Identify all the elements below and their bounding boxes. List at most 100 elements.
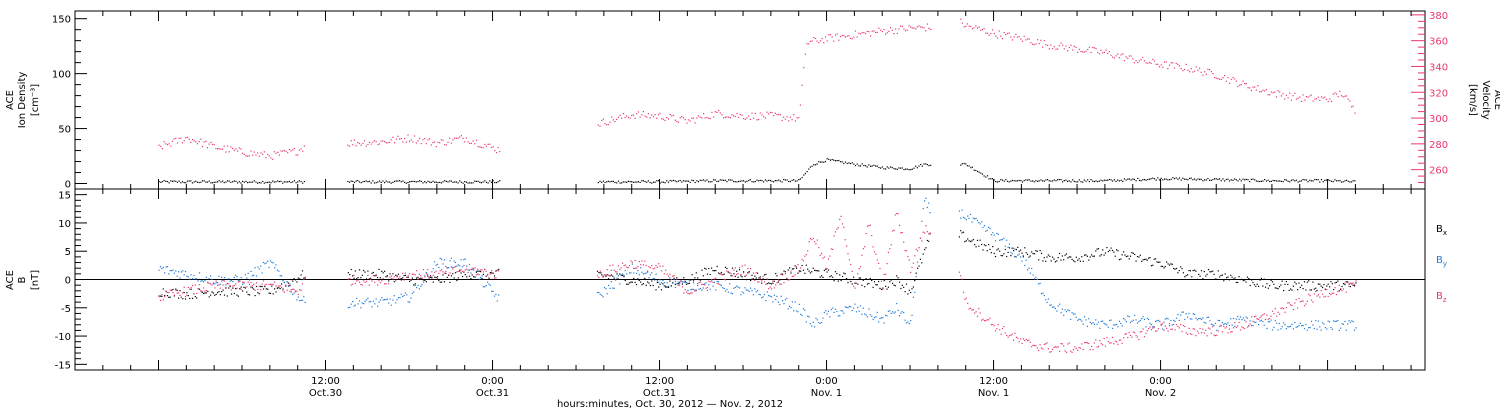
velocity-point (1225, 80, 1227, 82)
density-point (380, 181, 382, 183)
By-point (740, 294, 742, 296)
Bx-point (1095, 250, 1097, 252)
Bx-point (660, 289, 663, 291)
Bz-point (1216, 334, 1218, 336)
By-point (396, 299, 398, 301)
Bx-point (293, 278, 295, 280)
density-point (639, 181, 641, 183)
velocity-point (1277, 90, 1279, 92)
By-point (1322, 322, 1324, 324)
By-point (487, 281, 489, 283)
By-point (467, 269, 469, 271)
Bz-point (644, 260, 646, 262)
Bx-point (610, 274, 612, 276)
velocity-point (908, 25, 910, 27)
Bx-point (441, 281, 443, 283)
Bx-point (232, 287, 234, 289)
density-point (1172, 177, 1174, 179)
By-point (904, 319, 906, 321)
density-point (764, 179, 766, 181)
Bz-point (688, 293, 690, 295)
velocity-point (265, 157, 267, 159)
velocity-point (826, 40, 828, 42)
velocity-point (1222, 77, 1224, 79)
velocity-point (1147, 62, 1149, 65)
Bx-point (1025, 252, 1027, 254)
velocity-point (738, 116, 740, 118)
Bz-point (872, 246, 874, 248)
By-point (473, 268, 475, 270)
By-point (1326, 328, 1328, 330)
Bx-point (290, 278, 292, 281)
By-point (300, 299, 302, 301)
velocity-point (1148, 61, 1151, 64)
By-point (1004, 245, 1006, 247)
Bx-point (702, 275, 704, 277)
Bx-point (378, 268, 380, 270)
Bz-point (457, 270, 459, 272)
Bz-point (1219, 325, 1221, 327)
density-point (1217, 178, 1219, 180)
density-point (494, 182, 496, 184)
Bz-point (203, 287, 205, 289)
By-point (1049, 304, 1051, 306)
density-point (716, 180, 718, 182)
Bx-point (237, 295, 239, 297)
velocity-point (749, 118, 751, 120)
By-point (477, 273, 479, 275)
By-point (1315, 320, 1317, 322)
velocity-point (682, 117, 685, 119)
Bz-point (484, 268, 486, 270)
density-point (888, 167, 890, 169)
Bz-point (1163, 329, 1165, 331)
Bx-point (445, 272, 447, 274)
Bx-point (1298, 282, 1300, 284)
density-point (191, 182, 194, 184)
velocity-point (181, 142, 184, 144)
By-point (162, 266, 164, 269)
Bz-point (1331, 292, 1333, 294)
Bx-point (495, 270, 497, 272)
Bz-point (1020, 338, 1022, 340)
density-point (1120, 179, 1122, 181)
By-point (1006, 239, 1008, 241)
velocity-point (1322, 97, 1324, 99)
By-point (736, 285, 738, 287)
velocity-point (268, 155, 270, 157)
Bz-point (198, 284, 201, 286)
By-point (1355, 327, 1357, 329)
density-point (1197, 178, 1199, 180)
Bx-point (905, 283, 908, 285)
By-point (417, 284, 419, 286)
Bx-point (470, 278, 472, 280)
Bz-point (880, 280, 882, 282)
density-point (450, 180, 452, 182)
By-point (1160, 324, 1162, 326)
Bx-point (1003, 253, 1005, 255)
velocity-point (1080, 51, 1082, 53)
velocity-point (1189, 71, 1191, 73)
Bz-point (1298, 297, 1300, 300)
By-point (390, 304, 393, 306)
density-point (452, 181, 454, 183)
Bx-point (665, 286, 667, 288)
Bz-point (1086, 342, 1088, 344)
Bx-point (1136, 256, 1139, 258)
By-point (658, 281, 660, 283)
Bz-point (1290, 304, 1292, 306)
By-point (833, 311, 835, 313)
Bx-point (1312, 281, 1314, 283)
By-point (996, 232, 998, 234)
density-point (1112, 180, 1114, 182)
Bz-point (1269, 317, 1271, 319)
density-point (763, 181, 765, 183)
Bz-point (1220, 324, 1222, 326)
By-point (737, 286, 739, 288)
density-point (960, 164, 962, 166)
density-point (1262, 180, 1264, 182)
By-point (449, 260, 451, 262)
velocity-point (252, 154, 254, 156)
density-point (1232, 179, 1234, 181)
By-point (1001, 239, 1004, 241)
velocity-point (1260, 91, 1262, 93)
